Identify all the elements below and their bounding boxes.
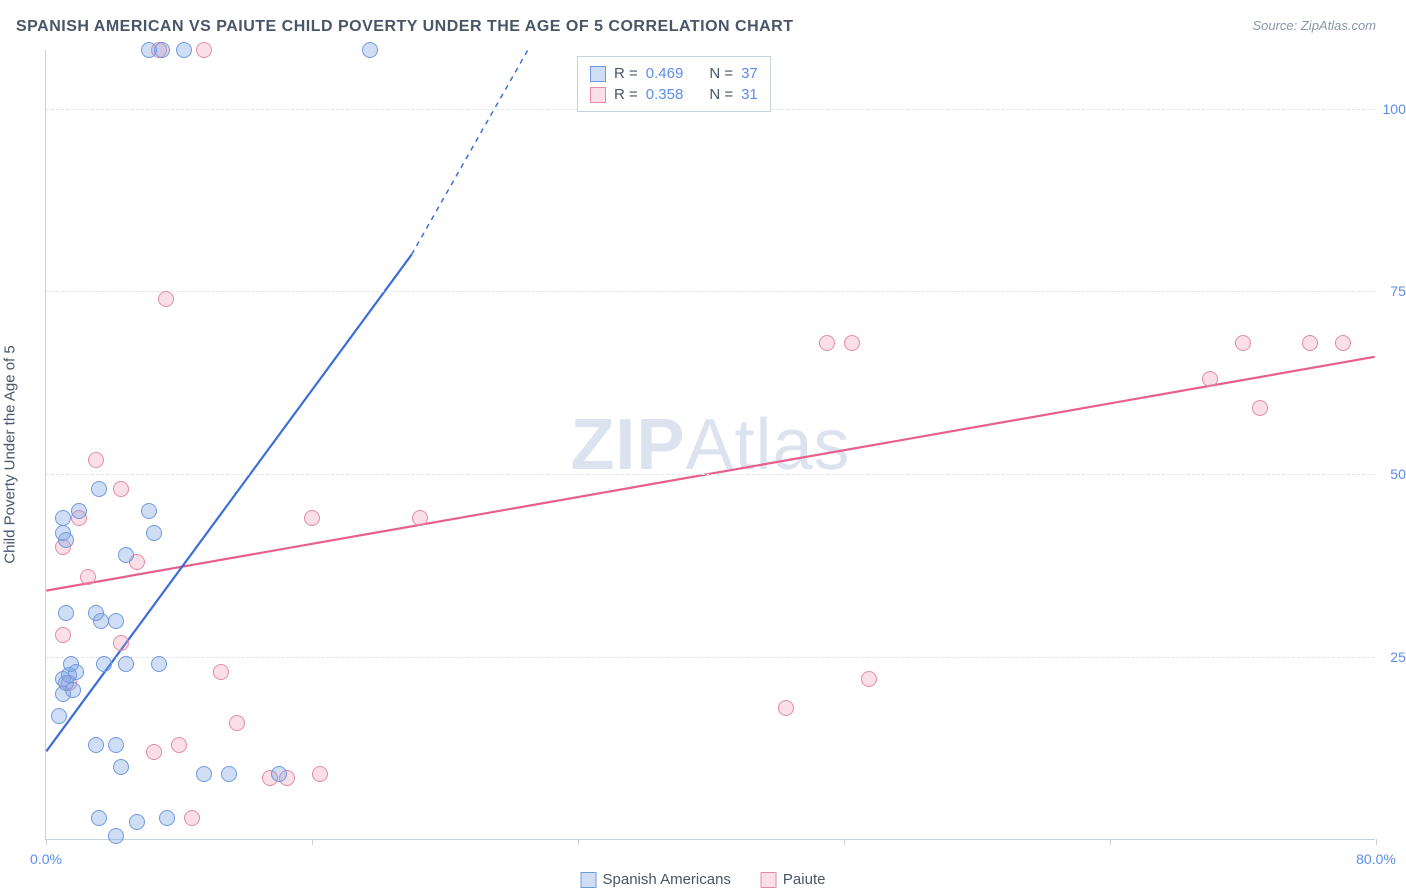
y-tick-label: 100.0% [1383, 101, 1406, 117]
data-point [113, 759, 129, 775]
data-point [861, 671, 877, 687]
x-tick-label: 0.0% [30, 851, 62, 867]
data-point [146, 744, 162, 760]
stat-n-label: N = [709, 86, 733, 103]
grid-line [46, 657, 1375, 658]
chart-title: SPANISH AMERICAN VS PAIUTE CHILD POVERTY… [16, 18, 794, 36]
x-tick [46, 839, 47, 845]
data-point [88, 452, 104, 468]
data-point [1202, 371, 1218, 387]
legend-swatch [590, 66, 606, 82]
data-point [184, 810, 200, 826]
data-point [154, 42, 170, 58]
data-point [91, 481, 107, 497]
stats-row: R = 0.469 N = 37 [590, 63, 758, 84]
grid-line [46, 291, 1375, 292]
stat-n-value: 37 [741, 65, 758, 82]
data-point [58, 605, 74, 621]
trend-lines [46, 50, 1375, 839]
x-tick [844, 839, 845, 845]
stat-r-value: 0.358 [646, 86, 684, 103]
data-point [304, 510, 320, 526]
data-point [819, 335, 835, 351]
x-tick [578, 839, 579, 845]
legend-swatch [581, 872, 597, 888]
data-point [362, 42, 378, 58]
data-point [146, 525, 162, 541]
data-point [159, 810, 175, 826]
data-point [158, 291, 174, 307]
watermark: ZIPAtlas [570, 404, 850, 486]
data-point [108, 828, 124, 844]
data-point [129, 814, 145, 830]
data-point [108, 737, 124, 753]
data-point [778, 700, 794, 716]
source-label: Source: ZipAtlas.com [1252, 18, 1376, 33]
data-point [96, 656, 112, 672]
data-point [196, 766, 212, 782]
data-point [213, 664, 229, 680]
x-tick-label: 80.0% [1356, 851, 1396, 867]
data-point [108, 613, 124, 629]
data-point [171, 737, 187, 753]
data-point [118, 656, 134, 672]
data-point [91, 810, 107, 826]
watermark-zip: ZIP [570, 405, 685, 485]
y-tick-label: 75.0% [1390, 283, 1406, 299]
legend-item: Spanish Americans [581, 871, 731, 888]
x-tick [1376, 839, 1377, 845]
stat-r-label: R = [614, 65, 638, 82]
data-point [65, 682, 81, 698]
data-point [1335, 335, 1351, 351]
legend-item: Paiute [761, 871, 826, 888]
watermark-atlas: Atlas [685, 405, 850, 485]
data-point [93, 613, 109, 629]
data-point [221, 766, 237, 782]
legend-swatch [761, 872, 777, 888]
data-point [55, 510, 71, 526]
x-tick [312, 839, 313, 845]
data-point [71, 503, 87, 519]
y-axis-label: Child Poverty Under the Age of 5 [2, 345, 19, 563]
data-point [51, 708, 67, 724]
data-point [312, 766, 328, 782]
data-point [118, 547, 134, 563]
correlation-stats-box: R = 0.469 N = 37 R = 0.358 N = 31 [577, 56, 771, 112]
data-point [141, 503, 157, 519]
data-point [229, 715, 245, 731]
data-point [1302, 335, 1318, 351]
data-point [55, 627, 71, 643]
x-tick [1110, 839, 1111, 845]
legend-label: Spanish Americans [603, 871, 731, 888]
grid-line [46, 474, 1375, 475]
data-point [196, 42, 212, 58]
stat-n-value: 31 [741, 86, 758, 103]
data-point [80, 569, 96, 585]
plot-area: ZIPAtlas 25.0%50.0%75.0%100.0%0.0%80.0% [45, 50, 1375, 840]
legend-label: Paiute [783, 871, 826, 888]
chart-container: SPANISH AMERICAN VS PAIUTE CHILD POVERTY… [0, 0, 1406, 892]
legend: Spanish Americans Paiute [581, 871, 826, 888]
data-point [113, 481, 129, 497]
stat-r-label: R = [614, 86, 638, 103]
data-point [271, 766, 287, 782]
data-point [844, 335, 860, 351]
stat-r-value: 0.469 [646, 65, 684, 82]
data-point [1235, 335, 1251, 351]
data-point [55, 525, 71, 541]
data-point [176, 42, 192, 58]
y-tick-label: 25.0% [1390, 649, 1406, 665]
y-tick-label: 50.0% [1390, 466, 1406, 482]
data-point [412, 510, 428, 526]
data-point [113, 635, 129, 651]
stat-n-label: N = [709, 65, 733, 82]
data-point [151, 656, 167, 672]
stats-row: R = 0.358 N = 31 [590, 84, 758, 105]
data-point [63, 656, 79, 672]
legend-swatch [590, 87, 606, 103]
data-point [88, 737, 104, 753]
data-point [1252, 400, 1268, 416]
